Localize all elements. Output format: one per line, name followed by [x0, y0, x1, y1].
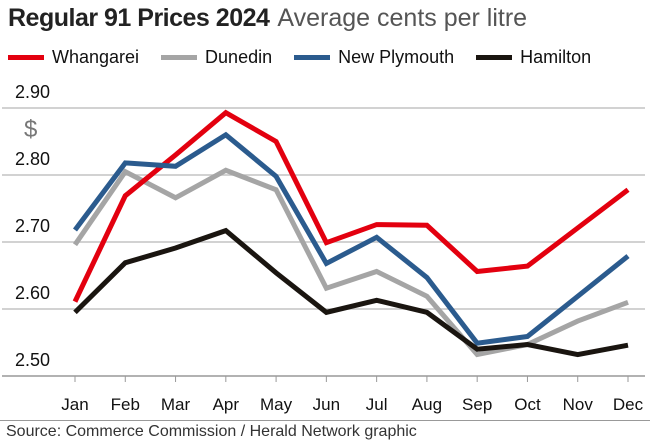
y-tick-label: 2.80: [15, 149, 50, 169]
y-tick-label: 2.90: [15, 82, 50, 102]
legend-label: Hamilton: [520, 47, 592, 67]
divider: [0, 420, 650, 421]
legend-swatch: [8, 55, 44, 60]
x-tick-label: Dec: [613, 395, 644, 414]
series-line-new-plymouth: [73, 131, 630, 346]
x-tick-label: Jun: [313, 395, 340, 414]
legend-item-new-plymouth: New Plymouth: [294, 47, 454, 68]
legend-label: Whangarei: [52, 47, 140, 67]
x-tick-label: Sep: [462, 395, 492, 414]
series-line-dunedin: [72, 167, 629, 358]
legend-label: Dunedin: [205, 47, 273, 67]
x-tick-label: Mar: [161, 395, 191, 414]
x-tick-label: May: [260, 395, 293, 414]
legend: Whangarei Dunedin New Plymouth Hamilton: [8, 47, 613, 68]
legend-item-hamilton: Hamilton: [476, 47, 591, 68]
x-tick-label: Nov: [563, 395, 594, 414]
source-note: Source: Commerce Commission / Herald Net…: [6, 423, 417, 440]
plot-area: 2.90 2.80 2.70 2.60 2.50 $ Jan Feb Mar Apr May Jun J…: [2, 82, 645, 414]
x-tick-label: Jul: [366, 395, 388, 414]
y-tick-label: 2.70: [15, 216, 50, 236]
legend-swatch: [161, 55, 198, 60]
chart-title-block: Regular 91 Prices 2024 Average cents per …: [8, 4, 527, 33]
x-tick-label: Feb: [111, 395, 140, 414]
series-line-hamilton: [73, 227, 629, 358]
legend-label: New Plymouth: [338, 47, 455, 67]
chart-title: Regular 91 Prices 2024: [8, 4, 270, 32]
x-tick-label: Apr: [213, 395, 240, 414]
y-tick-label: 2.50: [15, 350, 50, 370]
legend-swatch: [476, 55, 513, 60]
y-axis-label: $: [24, 116, 37, 143]
legend-item-whangarei: Whangarei: [8, 47, 139, 68]
x-tick-label: Aug: [412, 395, 442, 414]
x-tick-label: Oct: [514, 395, 541, 414]
legend-item-dunedin: Dunedin: [161, 47, 272, 68]
x-tick-label: Jan: [61, 395, 88, 414]
series-line-whangarei: [72, 109, 630, 303]
y-tick-label: 2.60: [15, 283, 50, 303]
legend-swatch: [294, 55, 331, 60]
chart-subtitle: Average cents per litre: [277, 4, 528, 32]
